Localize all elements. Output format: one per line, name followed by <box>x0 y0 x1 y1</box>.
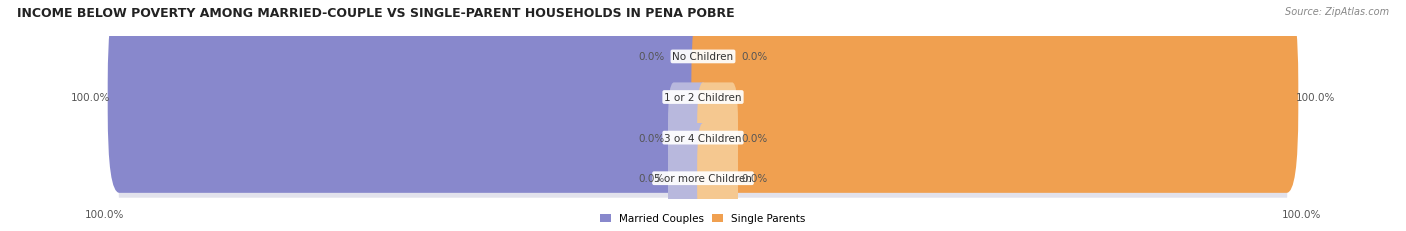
FancyBboxPatch shape <box>692 2 1298 193</box>
FancyBboxPatch shape <box>118 159 1288 198</box>
Text: INCOME BELOW POVERTY AMONG MARRIED-COUPLE VS SINGLE-PARENT HOUSEHOLDS IN PENA PO: INCOME BELOW POVERTY AMONG MARRIED-COUPL… <box>17 7 734 20</box>
FancyBboxPatch shape <box>118 78 1288 117</box>
FancyBboxPatch shape <box>668 83 709 193</box>
Text: 0.0%: 0.0% <box>638 173 665 183</box>
Text: 0.0%: 0.0% <box>741 52 768 62</box>
Text: 0.0%: 0.0% <box>638 52 665 62</box>
FancyBboxPatch shape <box>108 2 714 193</box>
FancyBboxPatch shape <box>668 123 709 231</box>
Text: 5 or more Children: 5 or more Children <box>654 173 752 183</box>
Text: 0.0%: 0.0% <box>741 173 768 183</box>
FancyBboxPatch shape <box>668 2 709 112</box>
Text: 1 or 2 Children: 1 or 2 Children <box>664 93 742 103</box>
Text: 100.0%: 100.0% <box>84 210 124 219</box>
Text: 0.0%: 0.0% <box>638 133 665 143</box>
FancyBboxPatch shape <box>697 123 738 231</box>
Text: No Children: No Children <box>672 52 734 62</box>
FancyBboxPatch shape <box>118 38 1288 76</box>
FancyBboxPatch shape <box>118 119 1288 158</box>
FancyBboxPatch shape <box>697 2 738 112</box>
Legend: Married Couples, Single Parents: Married Couples, Single Parents <box>600 213 806 224</box>
FancyBboxPatch shape <box>697 83 738 193</box>
Text: 100.0%: 100.0% <box>1282 210 1322 219</box>
Text: 3 or 4 Children: 3 or 4 Children <box>664 133 742 143</box>
Text: 0.0%: 0.0% <box>741 133 768 143</box>
Text: Source: ZipAtlas.com: Source: ZipAtlas.com <box>1285 7 1389 17</box>
Text: 100.0%: 100.0% <box>1295 93 1334 103</box>
Text: 100.0%: 100.0% <box>72 93 111 103</box>
